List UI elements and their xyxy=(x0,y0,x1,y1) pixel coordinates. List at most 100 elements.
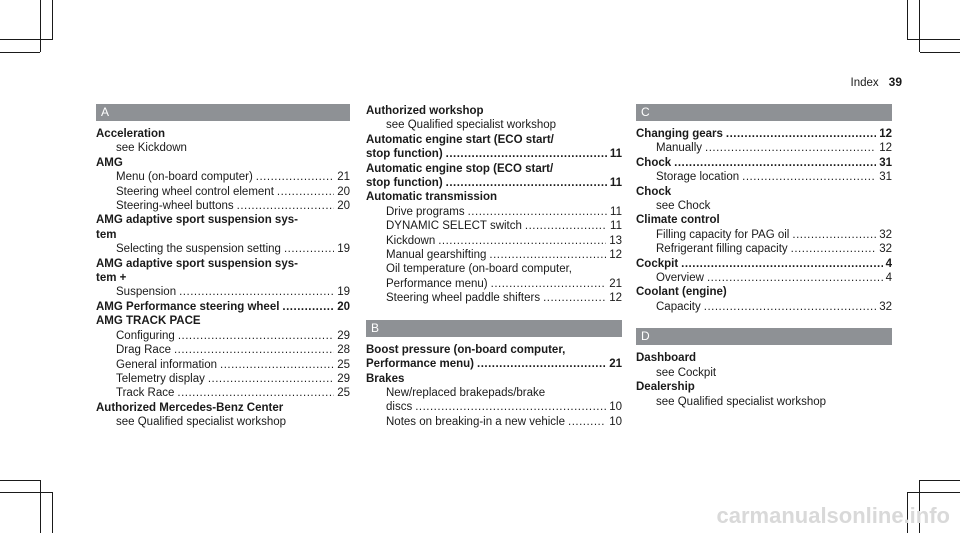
crop-mark-bottom-left-v xyxy=(40,480,41,533)
crop-mark-top-left-h2 xyxy=(0,52,40,53)
index-entry: AMG adaptive sport suspension sys-tem Sel… xyxy=(96,213,350,256)
header-title: Index xyxy=(850,77,879,89)
crop-mark-top-left-h xyxy=(0,39,52,40)
index-subentry: see Qualified specialist workshop xyxy=(116,416,287,429)
index-subentry: Filling capacity for PAG oil 32 xyxy=(636,228,892,242)
crop-mark-bottom-left-h2 xyxy=(0,492,52,493)
crop-mark-bottom-left-h xyxy=(0,480,40,481)
page-ref: 11 xyxy=(609,148,622,161)
subentry-text: Track Race xyxy=(116,387,175,400)
page-ref: 11 xyxy=(610,205,622,218)
page-ref: 12 xyxy=(609,249,622,262)
leader-dots xyxy=(477,357,606,371)
index-entry: Acceleration see Kickdown xyxy=(96,127,350,156)
page-ref: 12 xyxy=(879,128,892,140)
leader-dots xyxy=(237,199,335,213)
page-ref: 20 xyxy=(337,200,350,213)
index-entry: Authorized workshop see Qualified special… xyxy=(366,104,622,133)
crop-mark-bottom-right-v xyxy=(919,480,920,533)
section-header: D xyxy=(636,328,892,346)
index-term: tem xyxy=(96,228,117,241)
index-term-line: Changing gears 12 xyxy=(636,127,892,141)
leader-dots xyxy=(178,329,334,343)
index-subentry: Storage location 31 xyxy=(636,170,892,184)
page-ref: 32 xyxy=(879,300,892,313)
index-term: Chock xyxy=(636,156,672,169)
crop-mark-top-right-v xyxy=(919,0,920,52)
index-subentry: Manual gearshifting 12 xyxy=(366,248,622,262)
index-subentry: discs 10 xyxy=(366,400,622,414)
crop-mark-bottom-right-h xyxy=(920,480,960,481)
index-entry: Chock 31 Storage location 31 xyxy=(636,156,892,185)
index-subentry: Steering wheel control element 20 xyxy=(96,185,350,199)
page-ref: 21 xyxy=(609,277,622,290)
subentry-text: Performance menu) xyxy=(386,277,488,290)
index-term: stop function) xyxy=(366,177,443,190)
index-entry: Automatic engine stop (ECO start/stop fu… xyxy=(366,162,622,191)
index-subentry: see Chock xyxy=(656,200,711,213)
index-term: Changing gears xyxy=(636,128,723,140)
index-term-line: stop function) 11 xyxy=(366,147,622,161)
index-subentry: Suspension 19 xyxy=(96,285,350,299)
subentry-text: Manual gearshifting xyxy=(386,249,487,262)
subentry-text: General information xyxy=(116,358,217,371)
index-entry: Cockpit 4 Overview 4 xyxy=(636,257,892,286)
index-entry: Dashboard see Cockpit xyxy=(636,351,892,380)
leader-dots xyxy=(705,141,876,155)
index-subentry: see Qualified specialist workshop xyxy=(656,395,827,408)
index-subentry: Manually 12 xyxy=(636,141,892,155)
index-term: tem + xyxy=(96,272,127,285)
index-subentry: see Kickdown xyxy=(116,142,187,155)
page-ref: 25 xyxy=(337,387,350,400)
page-ref: 31 xyxy=(879,156,892,169)
page-ref: 12 xyxy=(879,142,892,155)
index-entry: Climate control Filling capacity for PAG … xyxy=(636,213,892,256)
index-subentry: DYNAMIC SELECT switch 11 xyxy=(366,219,622,233)
page-ref: 4 xyxy=(885,257,892,270)
index-term: Chock xyxy=(636,185,672,198)
page-ref: 31 xyxy=(879,171,892,184)
index-term: Automatic engine stop (ECO start/ xyxy=(366,162,554,175)
index-term: Dealership xyxy=(636,381,695,394)
section-header: A xyxy=(96,104,350,121)
crop-mark-bottom-left-v2 xyxy=(52,492,53,533)
page-ref: 10 xyxy=(609,415,622,428)
index-subentry: Selecting the suspension setting 19 xyxy=(96,242,350,256)
index-term: Boost pressure (on-board computer, xyxy=(366,343,566,356)
subentry-text: Suspension xyxy=(116,286,177,299)
subentry-text: DYNAMIC SELECT switch xyxy=(386,220,522,233)
crop-mark-top-right-v2 xyxy=(907,0,908,40)
crop-mark-top-left-v xyxy=(40,0,41,52)
index-term: Brakes xyxy=(366,372,405,385)
subentry-text: Capacity xyxy=(656,300,701,313)
index-entry: Coolant (engine)Capacity 32 xyxy=(636,285,892,314)
subentry-text: Drive programs xyxy=(386,205,465,218)
index-subentry: Drag Race 28 xyxy=(96,343,350,357)
page-ref: 11 xyxy=(610,220,622,233)
crop-mark-top-left-v2 xyxy=(52,0,53,40)
subentry-text: discs xyxy=(386,401,413,414)
leader-dots xyxy=(284,242,334,256)
leader-dots xyxy=(446,176,607,190)
index-subentry: Refrigerant filling capacity 32 xyxy=(636,242,892,256)
index-term: stop function) xyxy=(366,148,443,161)
leader-dots xyxy=(726,127,876,141)
crop-mark-top-right-h xyxy=(908,39,960,40)
index-term: Acceleration xyxy=(96,128,166,140)
index-term: Automatic transmission xyxy=(366,191,497,204)
leader-dots xyxy=(525,219,607,233)
index-column-2: Authorized workshop see Qualified special… xyxy=(366,104,622,429)
index-subentry: Steering wheel paddle shifters 12 xyxy=(366,291,622,305)
leader-dots xyxy=(179,285,334,299)
index-subentry: Performance menu) 21 xyxy=(366,277,622,291)
index-subentry: Oil temperature (on-board computer, xyxy=(386,263,573,276)
index-term: AMG adaptive sport suspension sys- xyxy=(96,257,298,270)
leader-dots xyxy=(791,242,877,256)
page-ref: 25 xyxy=(337,358,350,371)
leader-dots xyxy=(568,415,606,429)
index-term: Cockpit xyxy=(636,257,679,270)
page-ref: 20 xyxy=(337,185,350,198)
index-term: Performance menu) xyxy=(366,358,475,371)
